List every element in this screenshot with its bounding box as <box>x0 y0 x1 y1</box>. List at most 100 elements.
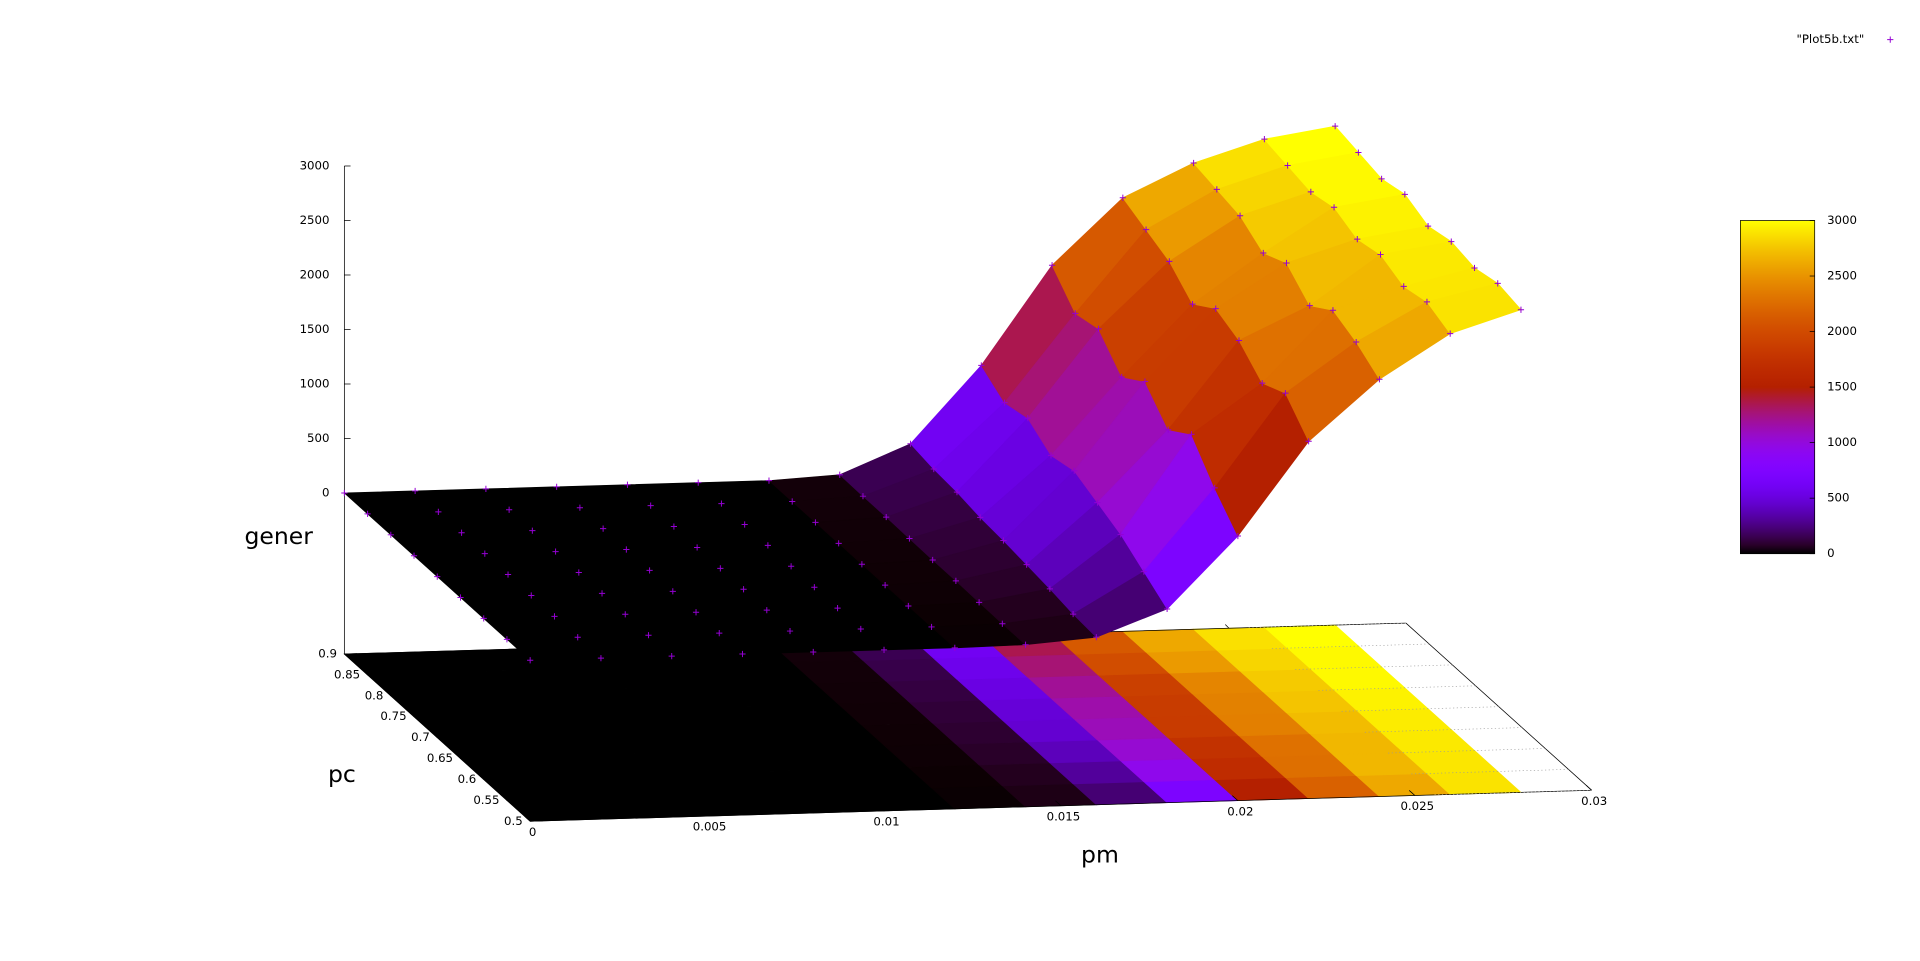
data-point <box>553 483 560 490</box>
legend-marker <box>1887 36 1894 43</box>
grid-line <box>1316 685 1476 691</box>
y-tick-label: 0.9 <box>318 647 337 661</box>
x-tick <box>524 815 531 822</box>
data-point <box>598 590 606 597</box>
colorbar-tick-label: 2000 <box>1827 324 1857 338</box>
data-point <box>1212 305 1219 312</box>
legend-label: "Plot5b.txt" <box>1796 32 1864 46</box>
data-point <box>1354 236 1361 243</box>
data-point <box>906 535 913 542</box>
data-point <box>953 489 961 496</box>
data-point <box>717 565 724 572</box>
data-point <box>907 440 914 447</box>
data-point <box>765 477 773 484</box>
data-point <box>1261 136 1268 143</box>
y-tick-label: 0.8 <box>365 688 384 702</box>
data-point <box>551 613 558 620</box>
x-tick <box>1055 800 1062 807</box>
data-point <box>786 627 794 635</box>
data-point <box>1165 426 1172 433</box>
data-point <box>622 611 629 618</box>
data-point <box>883 513 890 521</box>
colorbar <box>1740 220 1816 555</box>
colorbar-tick-label: 2500 <box>1827 269 1857 283</box>
grid-line <box>1246 622 1406 629</box>
x-tick-label: 0.025 <box>1400 799 1434 813</box>
data-point <box>1282 390 1289 397</box>
data-point <box>1072 310 1079 317</box>
data-point <box>576 504 583 511</box>
data-point <box>882 582 889 589</box>
data-point <box>458 529 465 536</box>
data-point <box>1260 249 1267 257</box>
z-axis-label: gener <box>244 522 313 550</box>
data-point <box>930 465 937 473</box>
data-point <box>788 563 795 570</box>
colorbar-tick-label: 500 <box>1827 491 1849 505</box>
x-tick <box>878 805 885 812</box>
data-point <box>1353 338 1360 346</box>
x-tick <box>1585 784 1592 791</box>
z-tick-label: 500 <box>307 431 329 445</box>
data-point <box>1070 610 1077 618</box>
data-point <box>858 561 865 568</box>
data-point <box>645 632 652 639</box>
data-point <box>1330 204 1338 211</box>
data-point <box>1022 641 1029 648</box>
data-point <box>1234 532 1241 540</box>
data-point <box>1376 376 1383 383</box>
data-point <box>480 615 487 622</box>
data-point <box>1118 373 1125 381</box>
x-tick-label: 0 <box>529 825 536 839</box>
y-tick-label: 0.65 <box>427 751 453 765</box>
grid-line <box>1339 706 1499 712</box>
data-point <box>1213 186 1220 193</box>
data-point <box>1047 452 1055 459</box>
data-point <box>1517 306 1525 313</box>
data-point <box>1048 262 1056 269</box>
data-point <box>1094 499 1101 506</box>
data-point <box>504 571 512 578</box>
data-point <box>1093 634 1100 641</box>
data-point <box>764 542 771 549</box>
data-point <box>412 487 419 495</box>
data-point <box>1401 191 1408 198</box>
data-point <box>1119 194 1126 201</box>
data-point <box>387 531 394 538</box>
data-point <box>1000 537 1007 544</box>
data-point <box>1001 399 1008 406</box>
x-tick-label: 0.015 <box>1047 809 1081 823</box>
data-point <box>503 636 511 643</box>
data-point <box>482 485 489 492</box>
y-axis-label: pc <box>328 760 356 788</box>
data-point <box>977 514 984 521</box>
data-point <box>978 362 985 369</box>
data-point <box>669 588 676 595</box>
data-point <box>434 573 441 580</box>
data-point <box>1164 605 1171 613</box>
data-point <box>457 594 464 601</box>
data-point <box>646 567 653 574</box>
grid-line <box>1432 789 1592 796</box>
grid-line <box>1362 727 1523 733</box>
plot: "Plot5b.txt" 0 0.005 0.01 0.015 0.02 0.025 0.0… <box>244 32 1894 868</box>
data-point <box>999 620 1006 627</box>
data-point <box>976 599 983 606</box>
data-point <box>1259 380 1266 387</box>
data-point <box>789 498 796 505</box>
data-point <box>1236 212 1244 219</box>
data-point <box>1140 568 1147 575</box>
data-point <box>1448 238 1455 245</box>
data-point <box>718 500 725 507</box>
data-point <box>695 479 702 486</box>
data-point <box>1142 226 1150 233</box>
colorbar-tick-label: 0 <box>1827 546 1834 560</box>
data-point <box>859 493 867 500</box>
data-point <box>1283 259 1290 267</box>
data-point <box>1329 307 1337 314</box>
data-point <box>1024 415 1031 422</box>
data-point <box>597 655 605 662</box>
data-point <box>1117 531 1124 538</box>
data-point <box>694 544 701 551</box>
